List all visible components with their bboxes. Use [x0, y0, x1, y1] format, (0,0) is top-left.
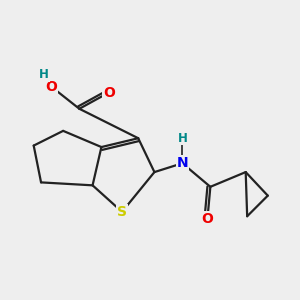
- Text: H: H: [178, 132, 187, 145]
- Text: S: S: [117, 205, 127, 219]
- Text: O: O: [103, 85, 115, 100]
- Text: N: N: [177, 156, 188, 170]
- Text: H: H: [39, 68, 49, 81]
- Text: O: O: [202, 212, 213, 226]
- Text: O: O: [45, 80, 57, 94]
